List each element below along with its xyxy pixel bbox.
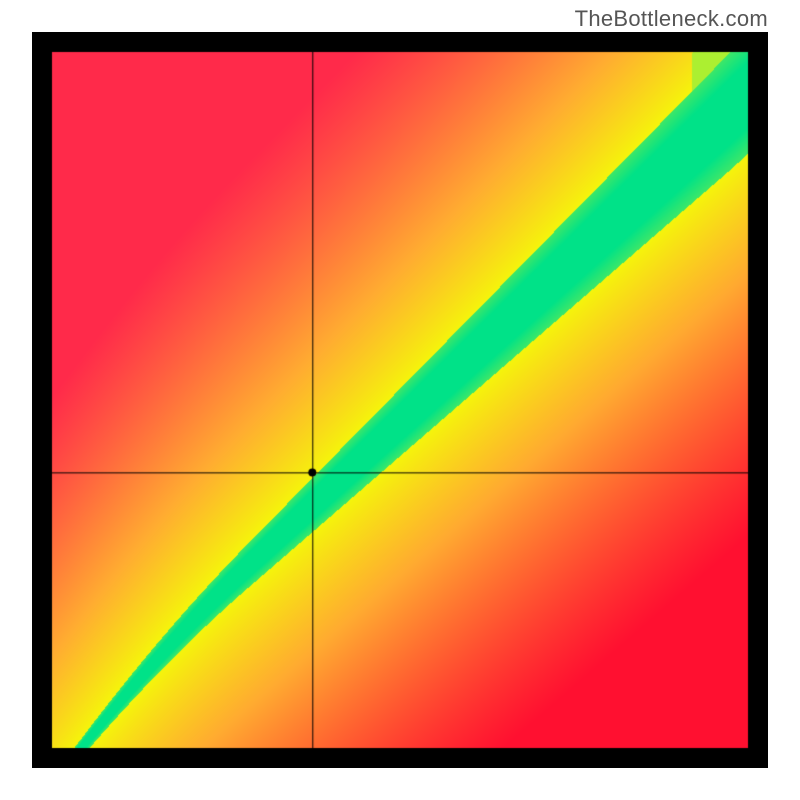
watermark-text: TheBottleneck.com (575, 6, 768, 32)
chart-frame (32, 32, 768, 768)
heatmap-canvas (32, 32, 768, 768)
